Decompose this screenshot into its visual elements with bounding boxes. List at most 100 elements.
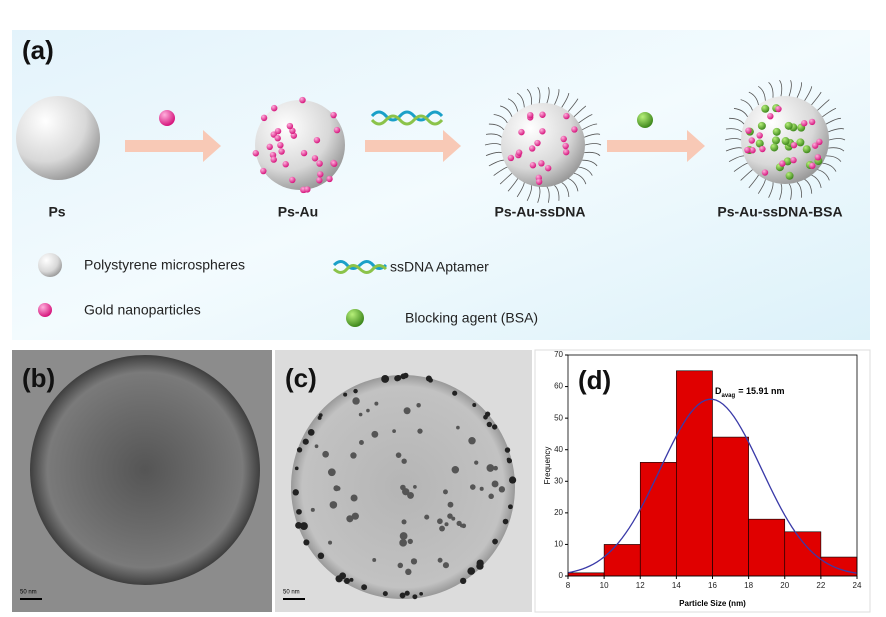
dot	[539, 128, 546, 135]
tem-dot	[317, 552, 325, 560]
bar	[748, 518, 786, 577]
dot	[796, 138, 805, 147]
ligand	[768, 182, 774, 198]
ligand	[507, 98, 519, 112]
dot	[539, 111, 546, 118]
ligand	[568, 178, 579, 192]
ligand	[567, 98, 579, 112]
tem-dot	[476, 559, 484, 567]
tem-dot	[395, 452, 402, 458]
ligand	[757, 179, 766, 194]
ligand	[822, 108, 837, 118]
tem-dot	[366, 408, 370, 413]
dot	[808, 118, 816, 126]
tem-dot	[474, 460, 479, 465]
annotation-part: D	[715, 386, 722, 396]
tem-dot	[439, 525, 445, 532]
dot	[260, 167, 267, 175]
dot	[333, 126, 341, 134]
dna-icon	[370, 114, 444, 126]
dot	[316, 160, 323, 167]
panel-label: (a)	[22, 35, 54, 65]
ligand	[546, 186, 550, 203]
dot	[528, 145, 536, 152]
tem-dot	[412, 594, 418, 600]
tem-dot	[504, 447, 511, 453]
tem-dot	[374, 401, 379, 406]
ligand	[493, 166, 508, 176]
tem-dot	[322, 450, 329, 458]
tem-dot	[472, 403, 477, 407]
panel-a-bg	[12, 30, 870, 340]
tem-dot	[444, 522, 449, 527]
y-tick-label: 20	[554, 508, 563, 517]
dot	[756, 132, 763, 139]
dot	[757, 121, 766, 130]
tem-dot	[413, 485, 417, 489]
tem-dot	[310, 507, 315, 512]
ligand	[500, 105, 513, 117]
tem-dot	[452, 390, 458, 396]
ligand	[485, 151, 502, 157]
ligand	[485, 133, 502, 138]
dot	[290, 132, 298, 139]
tem-dot	[401, 458, 407, 464]
tem-dot	[469, 484, 476, 490]
dot	[784, 121, 793, 130]
tem-dot	[491, 480, 499, 488]
x-tick-label: 8	[566, 581, 571, 590]
dot	[304, 186, 311, 193]
dot	[562, 142, 569, 150]
tem-dot	[407, 538, 413, 545]
dot	[560, 135, 567, 143]
tem-dot	[296, 508, 302, 515]
tem-dot	[399, 592, 406, 599]
fit-curve	[567, 398, 858, 574]
legend-text: Blocking agent (BSA)	[405, 310, 538, 326]
tem-dot	[403, 407, 411, 415]
dot	[775, 105, 782, 113]
dot	[816, 138, 823, 146]
annotation-part: avag	[722, 393, 736, 399]
tem-dot	[333, 485, 340, 492]
tem-dot	[328, 540, 333, 545]
x-tick-label: 10	[600, 581, 609, 590]
dot	[289, 176, 296, 184]
dot	[330, 111, 337, 119]
ligand	[725, 147, 742, 152]
dot	[529, 162, 537, 169]
ligand	[578, 114, 593, 124]
tem-dot	[353, 388, 358, 394]
tem-dot	[405, 568, 412, 576]
tem-dot	[407, 491, 414, 499]
tem-dot	[372, 558, 377, 562]
dot	[544, 164, 552, 172]
ligand	[724, 138, 742, 141]
scale-text: 50 nm	[283, 590, 300, 596]
tem-dot	[419, 591, 424, 596]
tem-dot	[343, 392, 348, 397]
ligand	[488, 159, 504, 167]
ligand	[537, 87, 541, 104]
tem-dot	[292, 489, 299, 496]
tem-dot	[451, 516, 456, 521]
dot	[783, 157, 792, 166]
ligand	[573, 172, 587, 185]
tem-dot	[400, 484, 406, 491]
dot	[317, 171, 324, 178]
dot	[748, 137, 756, 144]
tem-dot	[397, 562, 404, 569]
dot	[527, 111, 534, 119]
tem-dot	[510, 478, 515, 483]
tem-dot	[428, 377, 433, 383]
panel-label: (d)	[578, 365, 611, 395]
annotation: Davag = 15.91 nm	[715, 386, 784, 398]
tem-dot	[399, 538, 407, 547]
ligand	[561, 182, 570, 197]
ligand	[788, 183, 792, 200]
tem-dot	[352, 397, 360, 405]
y-axis-label: Frequency	[543, 447, 552, 485]
bar	[567, 572, 605, 577]
y-tick-label: 40	[554, 445, 563, 454]
